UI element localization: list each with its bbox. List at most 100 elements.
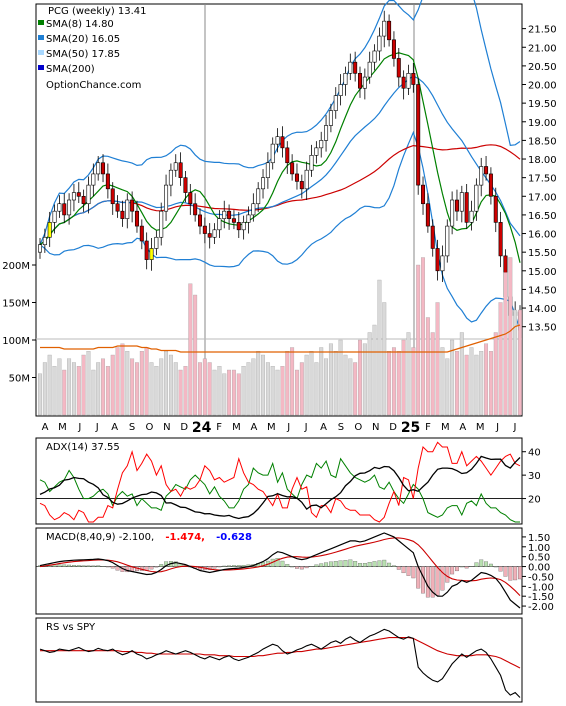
- candle-body: [115, 203, 120, 212]
- candle-body: [275, 136, 280, 145]
- price-tick-label: 13.50: [528, 323, 557, 334]
- candle-body: [396, 58, 401, 78]
- volume-bar: [67, 358, 72, 416]
- volume-bar: [183, 366, 188, 416]
- macd-histogram-bar: [295, 566, 299, 569]
- candle-body: [343, 73, 348, 85]
- bollinger-lower-line: [39, 130, 521, 331]
- candle-body: [488, 173, 493, 197]
- volume-bar: [299, 362, 304, 416]
- candle-body: [241, 222, 246, 231]
- candle-body: [391, 39, 396, 59]
- macd-line: [39, 532, 521, 609]
- macd-histogram-bar: [164, 561, 169, 567]
- candle-body: [469, 210, 474, 223]
- candle-body: [246, 214, 251, 223]
- adx-series: [36, 441, 522, 523]
- volume-bar: [149, 362, 154, 416]
- legend-swatch-sma20: [38, 35, 44, 40]
- volume-bar: [425, 317, 430, 416]
- bollinger-upper-line: [39, 0, 521, 245]
- candle-body: [86, 184, 91, 205]
- rs-label: RS vs SPY: [46, 622, 96, 633]
- volume-bar: [251, 358, 256, 416]
- volume-bar: [391, 347, 396, 416]
- macd-histogram-bar: [459, 566, 464, 568]
- volume-bar: [57, 358, 62, 416]
- month-tick-label: S: [338, 422, 344, 433]
- candle-body: [57, 203, 62, 212]
- macd-histogram-bar: [411, 566, 416, 579]
- candle-body: [222, 210, 227, 219]
- volume-bar: [493, 332, 498, 416]
- volume-bar: [52, 366, 57, 416]
- price-tick-label: 15.00: [528, 267, 557, 278]
- volume-bar: [144, 347, 149, 416]
- volume-bar: [164, 351, 169, 416]
- macd-histogram-bar: [241, 565, 246, 567]
- macd-histogram-bar: [348, 559, 353, 567]
- candle-body: [435, 248, 440, 272]
- volume-bar: [42, 362, 47, 416]
- price-tick-label: 16.50: [528, 211, 557, 222]
- volume-bar: [469, 347, 474, 416]
- macd-histogram-bar: [212, 566, 217, 569]
- candle-body: [42, 236, 47, 246]
- legend-sma200: SMA(200): [46, 64, 95, 75]
- macd-histogram-bar: [353, 561, 358, 567]
- macd-histogram-bar: [406, 566, 411, 576]
- macd-axis: 1.501.000.500.00-0.50-1.00-1.50-2.00: [522, 533, 554, 613]
- candle-body: [251, 203, 256, 216]
- macd-histogram-bar: [362, 563, 367, 567]
- candle-body: [207, 233, 212, 238]
- macd-histogram-bar: [343, 560, 348, 567]
- macd-histogram-bar: [338, 560, 343, 567]
- month-tick-label: S: [129, 422, 135, 433]
- macd-histogram-bar: [488, 563, 493, 567]
- volume-bar: [159, 358, 164, 416]
- macd-histogram-bar: [67, 564, 72, 567]
- candle-body: [270, 143, 275, 164]
- volume-bar: [362, 343, 367, 416]
- volume-bar: [231, 369, 236, 416]
- price-tick-label: 14.00: [528, 304, 557, 315]
- volume-bar: [450, 339, 455, 416]
- candle-body: [425, 203, 430, 227]
- macd-histogram-bar: [222, 565, 227, 567]
- volume-bar: [479, 351, 484, 416]
- legend-sma20: SMA(20) 16.05: [46, 34, 120, 45]
- macd-histogram-bar: [110, 566, 115, 569]
- volume-bar: [222, 373, 227, 416]
- candle-body: [333, 95, 338, 111]
- macd-histogram-bar: [508, 566, 513, 581]
- volume-bar: [290, 347, 295, 416]
- candle-body: [348, 61, 353, 74]
- volume-bar: [202, 358, 207, 416]
- volume-tick-label: 100M: [2, 336, 30, 347]
- legend-swatch-sma200: [38, 65, 44, 70]
- volume-bar: [227, 369, 232, 416]
- candle-body: [294, 173, 299, 182]
- macd-histogram-bar: [227, 565, 232, 567]
- volume-average-line: [40, 324, 521, 353]
- price-tick-label: 19.00: [528, 118, 557, 129]
- candle-body: [377, 35, 382, 52]
- volume-bar: [503, 272, 508, 416]
- volume-bar: [353, 362, 358, 416]
- legend-sma50: SMA(50) 17.85: [46, 49, 120, 60]
- price-tick-label: 21.50: [528, 25, 557, 36]
- macd-histogram-bar: [217, 566, 222, 568]
- candle-body: [309, 155, 314, 171]
- candle-body: [91, 173, 96, 186]
- macd-histogram-bar: [285, 564, 290, 567]
- rs-series: [39, 628, 521, 698]
- volume-bar: [110, 354, 115, 416]
- candle-body: [464, 192, 469, 223]
- volume-bar: [372, 324, 377, 416]
- volume-bar: [455, 351, 459, 416]
- candle-body: [231, 218, 236, 223]
- candle-body: [125, 199, 130, 219]
- macd-histogram-bar: [445, 566, 450, 583]
- macd-histogram-bar: [401, 566, 406, 574]
- macd-tick-label: 1.50: [528, 533, 550, 544]
